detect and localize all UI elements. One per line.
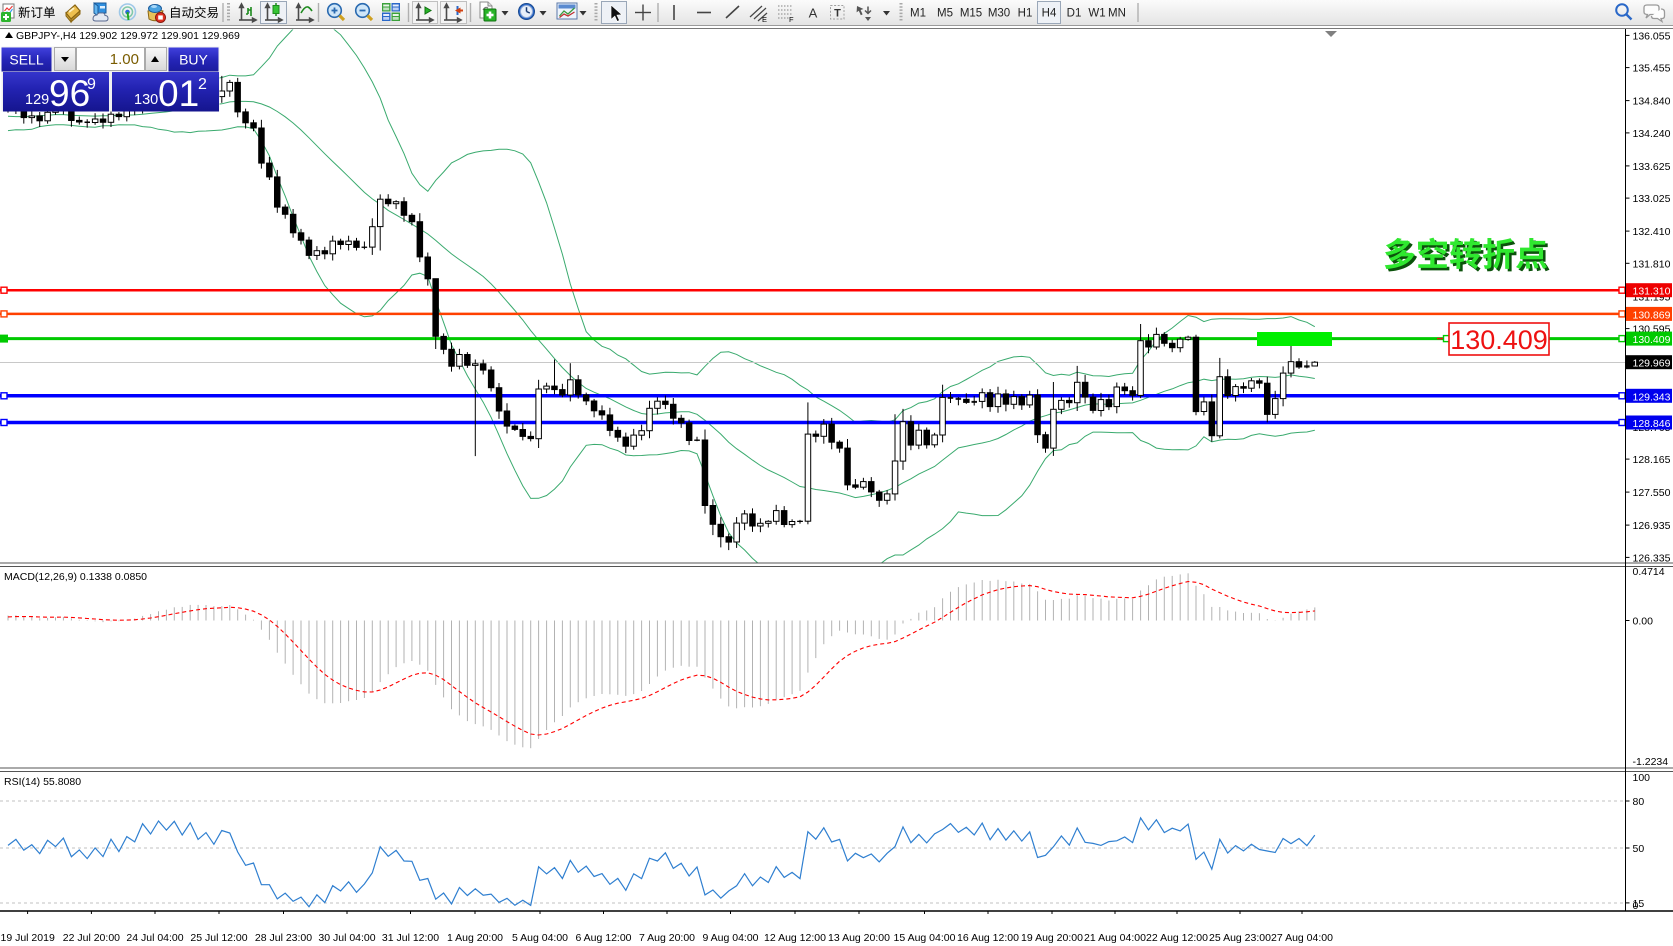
svg-text:0.00: 0.00 [1633, 616, 1654, 628]
svg-text:A: A [809, 6, 818, 21]
svg-text:15 Aug 04:00: 15 Aug 04:00 [894, 932, 956, 944]
svg-text:134.240: 134.240 [1633, 128, 1671, 140]
svg-text:131.310: 131.310 [1633, 286, 1671, 298]
svg-text:127.550: 127.550 [1633, 487, 1671, 499]
svg-text:5 Aug 04:00: 5 Aug 04:00 [512, 932, 568, 944]
svg-text:21 Aug 04:00: 21 Aug 04:00 [1084, 932, 1146, 944]
svg-text:1 Aug 20:00: 1 Aug 20:00 [447, 932, 503, 944]
svg-text:H1: H1 [1018, 8, 1033, 20]
svg-text:130.409: 130.409 [1633, 334, 1671, 346]
svg-text:13 Aug 20:00: 13 Aug 20:00 [828, 932, 890, 944]
svg-text:-1.2234: -1.2234 [1633, 756, 1669, 768]
svg-text:M30: M30 [988, 8, 1010, 20]
svg-text:16 Aug 12:00: 16 Aug 12:00 [957, 932, 1019, 944]
svg-text:MN: MN [1108, 8, 1126, 20]
svg-text:135.455: 135.455 [1633, 63, 1671, 75]
svg-text:129: 129 [25, 92, 49, 108]
svg-text:27 Aug 04:00: 27 Aug 04:00 [1271, 932, 1333, 944]
svg-text:24 Jul 04:00: 24 Jul 04:00 [126, 932, 183, 944]
svg-text:129.343: 129.343 [1633, 391, 1671, 403]
svg-text:9: 9 [87, 76, 96, 93]
svg-text:80: 80 [1633, 796, 1645, 808]
svg-text:M5: M5 [937, 8, 953, 20]
svg-text:130.409: 130.409 [1450, 325, 1548, 355]
svg-text:132.410: 132.410 [1633, 226, 1671, 238]
svg-text:19 Jul 2019: 19 Jul 2019 [1, 932, 55, 944]
svg-text:25 Jul 12:00: 25 Jul 12:00 [190, 932, 247, 944]
svg-text:96: 96 [49, 73, 90, 114]
svg-text:9 Aug 04:00: 9 Aug 04:00 [702, 932, 758, 944]
svg-text:133.625: 133.625 [1633, 161, 1671, 173]
svg-text:E: E [762, 15, 767, 24]
svg-text:2: 2 [198, 76, 207, 93]
svg-text:128.165: 128.165 [1633, 454, 1671, 466]
svg-text:GBPJPY-,H4 129.902 129.972 12: GBPJPY-,H4 129.902 129.972 129.901 129.9… [16, 30, 240, 42]
svg-text:RSI(14) 55.8080: RSI(14) 55.8080 [4, 776, 81, 788]
svg-text:126.935: 126.935 [1633, 520, 1671, 532]
svg-text:126.335: 126.335 [1633, 552, 1671, 564]
svg-text:1.00: 1.00 [110, 51, 139, 68]
svg-text:128.846: 128.846 [1633, 418, 1671, 430]
svg-text:6 Aug 12:00: 6 Aug 12:00 [575, 932, 631, 944]
svg-text:100: 100 [1633, 772, 1651, 784]
svg-text:W1: W1 [1088, 8, 1105, 20]
svg-text:22 Jul 20:00: 22 Jul 20:00 [63, 932, 120, 944]
svg-text:F: F [789, 15, 794, 24]
svg-text:22 Aug 12:00: 22 Aug 12:00 [1146, 932, 1208, 944]
svg-text:7 Aug 20:00: 7 Aug 20:00 [639, 932, 695, 944]
svg-text:129.969: 129.969 [1633, 358, 1671, 370]
svg-text:M1: M1 [910, 8, 926, 20]
svg-text:131.810: 131.810 [1633, 258, 1671, 270]
svg-text:12 Aug 12:00: 12 Aug 12:00 [764, 932, 826, 944]
svg-text:30 Jul 04:00: 30 Jul 04:00 [318, 932, 375, 944]
svg-text:T: T [834, 8, 841, 20]
svg-text:28 Jul 23:00: 28 Jul 23:00 [255, 932, 312, 944]
svg-text:25 Aug 23:00: 25 Aug 23:00 [1209, 932, 1271, 944]
svg-text:MACD(12,26,9) 0.1338 0.0850: MACD(12,26,9) 0.1338 0.0850 [4, 571, 147, 583]
svg-text:15: 15 [1633, 898, 1645, 910]
svg-text:SELL: SELL [9, 52, 43, 68]
svg-text:BUY: BUY [179, 52, 208, 68]
svg-text:130.869: 130.869 [1633, 309, 1671, 321]
svg-text:M15: M15 [960, 8, 982, 20]
svg-text:0: 0 [1633, 900, 1639, 912]
svg-text:D1: D1 [1067, 8, 1082, 20]
svg-text:133.025: 133.025 [1633, 193, 1671, 205]
svg-text:19 Aug 20:00: 19 Aug 20:00 [1021, 932, 1083, 944]
svg-text:01: 01 [158, 73, 199, 114]
svg-text:130: 130 [134, 92, 158, 108]
svg-text:31 Jul 12:00: 31 Jul 12:00 [382, 932, 439, 944]
svg-text:0.4714: 0.4714 [1633, 566, 1665, 578]
svg-text:134.840: 134.840 [1633, 96, 1671, 108]
svg-text:H4: H4 [1042, 8, 1057, 20]
svg-text:136.055: 136.055 [1633, 30, 1671, 42]
svg-text:50: 50 [1633, 843, 1645, 855]
